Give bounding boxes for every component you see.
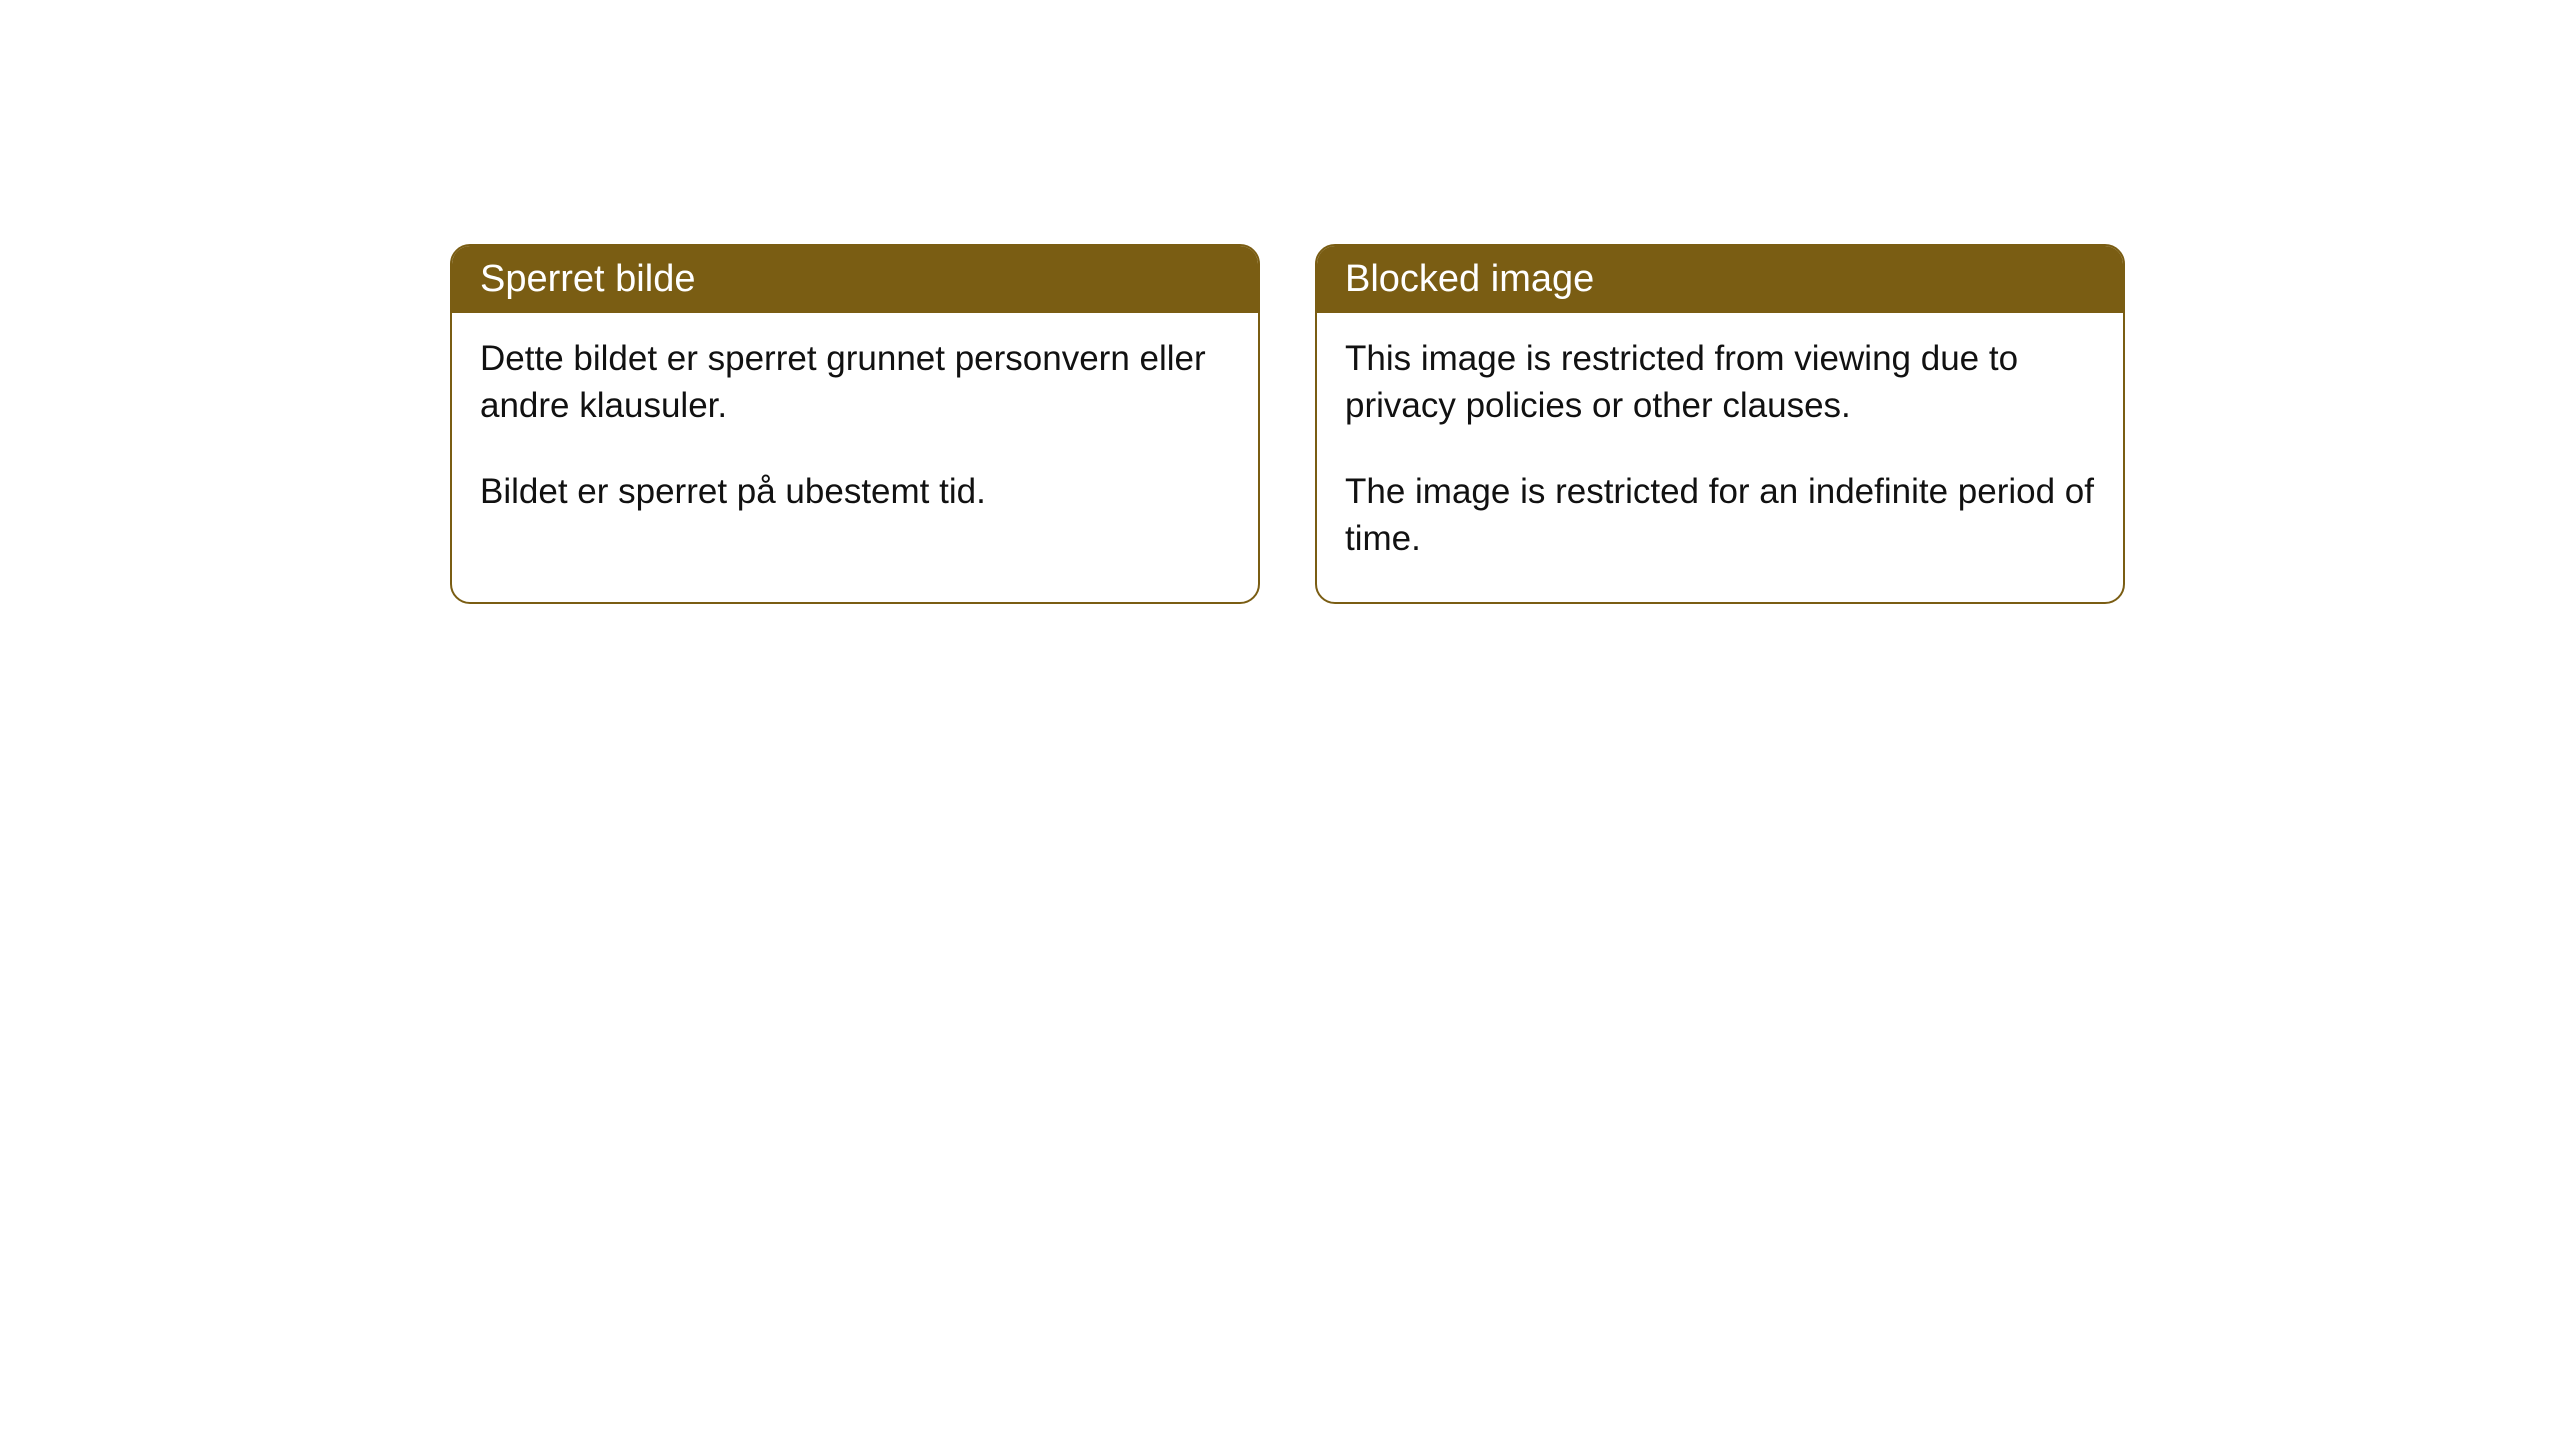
- notice-header: Sperret bilde: [452, 246, 1258, 313]
- notice-card-norwegian: Sperret bilde Dette bildet er sperret gr…: [450, 244, 1260, 604]
- notice-paragraph: The image is restricted for an indefinit…: [1345, 468, 2095, 563]
- notice-title: Sperret bilde: [480, 258, 695, 300]
- notice-paragraph: This image is restricted from viewing du…: [1345, 335, 2095, 430]
- notice-paragraph: Bildet er sperret på ubestemt tid.: [480, 468, 1230, 515]
- notice-card-english: Blocked image This image is restricted f…: [1315, 244, 2125, 604]
- notice-body: Dette bildet er sperret grunnet personve…: [452, 313, 1258, 555]
- notice-title: Blocked image: [1345, 258, 1594, 300]
- notice-header: Blocked image: [1317, 246, 2123, 313]
- notice-container: Sperret bilde Dette bildet er sperret gr…: [450, 244, 2125, 604]
- notice-paragraph: Dette bildet er sperret grunnet personve…: [480, 335, 1230, 430]
- notice-body: This image is restricted from viewing du…: [1317, 313, 2123, 602]
